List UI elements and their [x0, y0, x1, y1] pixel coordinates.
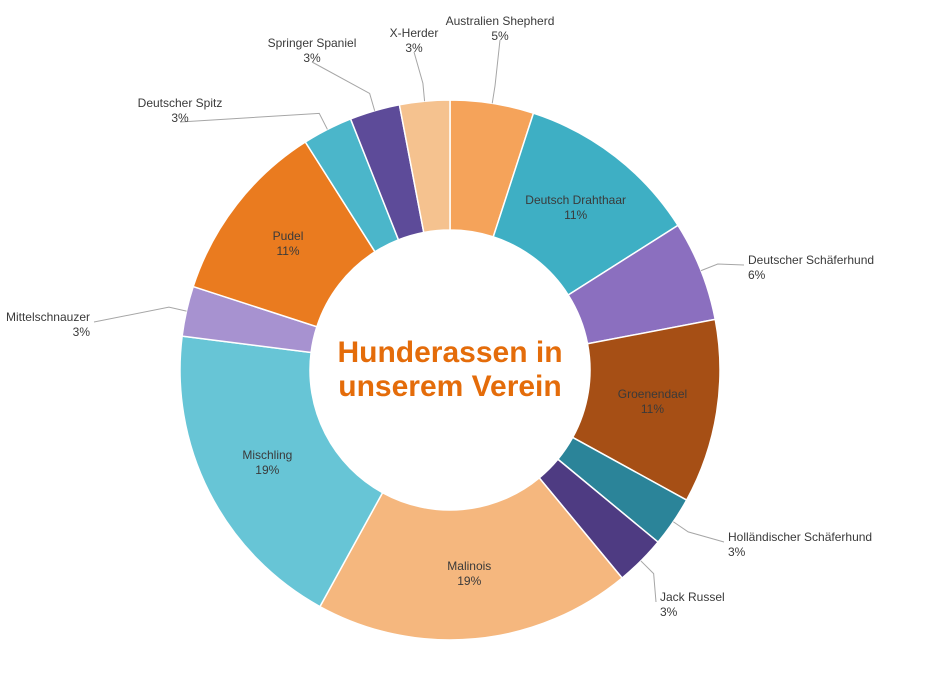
- leader-line: [492, 40, 500, 103]
- leader-line: [701, 264, 744, 271]
- donut-svg: [0, 0, 926, 699]
- leader-line: [414, 52, 425, 101]
- leader-line: [673, 522, 724, 542]
- leader-line: [180, 113, 327, 129]
- donut-chart: Hunderassen in unserem Verein Australien…: [0, 0, 926, 699]
- leader-line: [94, 307, 187, 322]
- leader-line: [641, 561, 656, 602]
- leader-line: [312, 62, 375, 111]
